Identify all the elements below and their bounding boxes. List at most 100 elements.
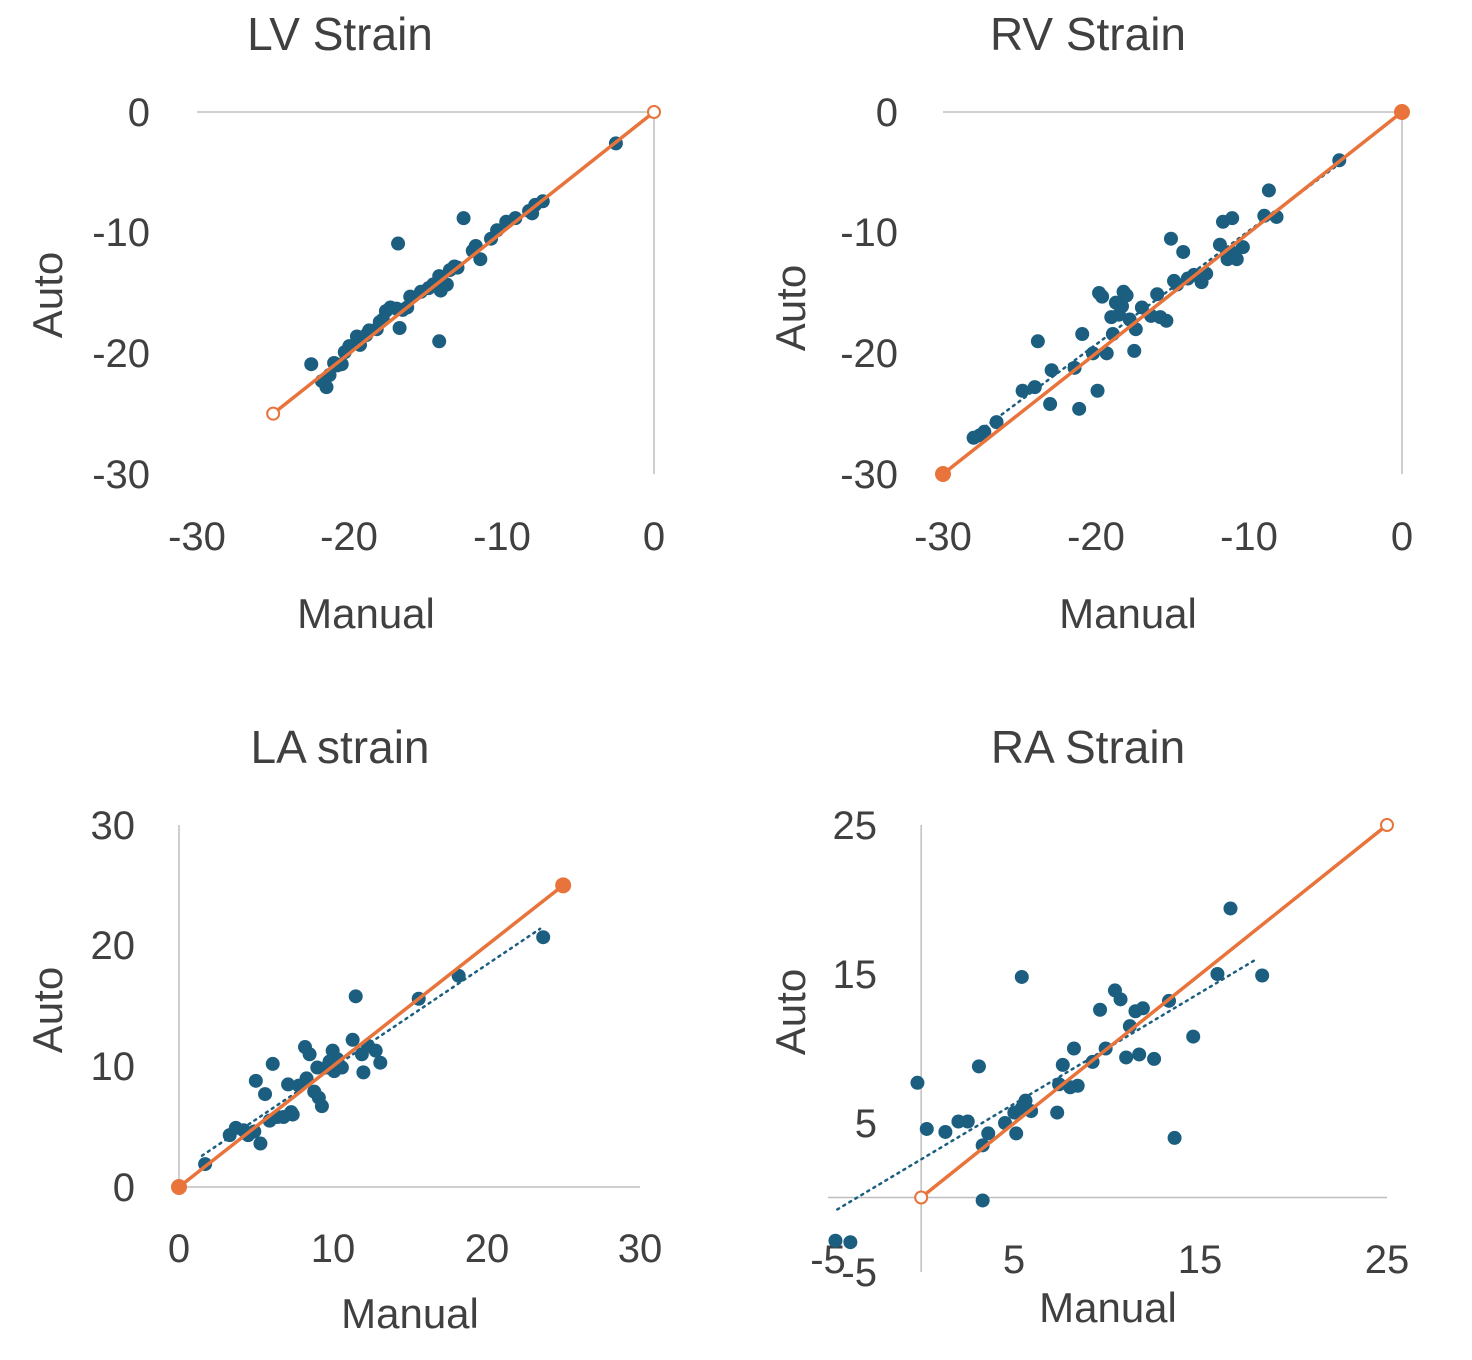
data-point — [1167, 1130, 1182, 1145]
identity-line — [941, 110, 1404, 476]
data-point — [391, 236, 406, 251]
x-tick-label: 0 — [1391, 515, 1413, 559]
data-point — [302, 1047, 317, 1062]
data-point — [456, 211, 471, 226]
data-point — [919, 1121, 934, 1136]
data-point — [1135, 1001, 1150, 1016]
data-point — [843, 1235, 858, 1250]
data-point — [1119, 1050, 1134, 1065]
x-tick-label: -20 — [1067, 515, 1125, 559]
x-axis-label: Manual — [1039, 1284, 1177, 1331]
data-point — [975, 1193, 990, 1208]
data-point — [1043, 397, 1058, 412]
data-point — [508, 211, 523, 226]
x-tick-label: 20 — [465, 1227, 510, 1271]
x-tick-label: 10 — [311, 1227, 356, 1271]
data-point — [960, 1114, 975, 1129]
data-point — [247, 1124, 262, 1139]
data-point — [1134, 300, 1149, 315]
data-point — [1115, 299, 1130, 314]
data-point — [1186, 1029, 1201, 1044]
data-point — [1229, 252, 1244, 267]
x-tick-label: -20 — [320, 515, 378, 559]
data-point — [319, 380, 334, 395]
data-point — [977, 424, 992, 439]
data-point — [345, 1032, 360, 1047]
data-point — [1090, 383, 1105, 398]
trend-line — [836, 957, 1258, 1211]
y-tick-label: -30 — [840, 453, 898, 497]
data-point — [348, 989, 363, 1004]
y-tick-label: -20 — [840, 332, 898, 376]
data-point — [1093, 1002, 1108, 1017]
chart-title: LA strain — [251, 721, 430, 773]
data-point — [285, 1107, 300, 1122]
chart-la-strain: LA strain Manual Auto 0 10 20 30 30 20 10 0 — [24, 721, 662, 1337]
chart-lv-strain: LV Strain Manual Auto -30 -20 -10 0 0 -10 -20 -30 — [24, 8, 665, 637]
data-point — [1127, 343, 1142, 358]
identity-line — [177, 883, 565, 1189]
data-point — [368, 1043, 383, 1058]
identity-line — [272, 110, 656, 416]
chart-title: RV Strain — [990, 8, 1186, 60]
y-tick-label: 0 — [113, 1166, 135, 1210]
y-tick-label: 20 — [91, 924, 136, 968]
data-point — [304, 357, 319, 372]
data-point — [938, 1124, 953, 1139]
x-tick-label: 25 — [1365, 1238, 1410, 1282]
data-point — [265, 1056, 280, 1071]
y-tick-label: 25 — [833, 804, 878, 848]
data-point — [314, 1099, 329, 1114]
identity-line-marker — [914, 1190, 929, 1205]
x-axis-label: Manual — [341, 1290, 479, 1337]
x-tick-label: 5 — [1003, 1238, 1025, 1282]
data-point — [1119, 288, 1134, 303]
identity-line-marker — [555, 877, 572, 894]
y-axis-label: Auto — [767, 265, 814, 351]
data-point — [971, 1059, 986, 1074]
data-point — [1163, 231, 1178, 246]
x-tick-label: 0 — [643, 515, 665, 559]
x-tick-label: 30 — [618, 1227, 663, 1271]
y-tick-label: 30 — [91, 804, 136, 848]
y-tick-label: -5 — [841, 1251, 877, 1295]
data-point — [1055, 1057, 1070, 1072]
data-point — [1066, 1041, 1081, 1056]
y-tick-label: -10 — [840, 211, 898, 255]
data-point — [432, 334, 447, 349]
data-point — [1050, 1105, 1065, 1120]
identity-line-marker — [935, 466, 951, 482]
identity-line-marker — [1380, 818, 1394, 832]
chart-title: RA Strain — [991, 721, 1185, 773]
data-point — [910, 1075, 925, 1090]
data-point — [392, 320, 407, 335]
identity-line — [920, 823, 1389, 1199]
data-point — [1095, 289, 1110, 304]
data-point — [1009, 1126, 1024, 1141]
data-point — [1018, 1093, 1033, 1108]
data-point — [1225, 211, 1240, 226]
data-point — [975, 1138, 990, 1153]
data-point — [1132, 1047, 1147, 1062]
chart-title: LV Strain — [247, 8, 433, 60]
data-point — [1255, 968, 1270, 983]
data-point — [1052, 1077, 1067, 1092]
data-point — [1030, 334, 1045, 349]
data-point — [1072, 401, 1087, 416]
x-tick-label: -10 — [473, 515, 531, 559]
data-point — [1044, 363, 1059, 378]
y-axis-label: Auto — [24, 967, 71, 1053]
y-tick-label: -10 — [92, 211, 150, 255]
data-point — [1150, 287, 1165, 302]
y-axis-label: Auto — [24, 252, 71, 338]
x-axis-label: Manual — [1059, 590, 1197, 637]
data-point — [1075, 327, 1090, 342]
data-point — [356, 1065, 371, 1080]
data-point — [1176, 244, 1191, 259]
data-point — [981, 1126, 996, 1141]
data-point — [989, 415, 1004, 430]
data-point — [1027, 380, 1042, 395]
x-tick-label: -30 — [168, 515, 226, 559]
